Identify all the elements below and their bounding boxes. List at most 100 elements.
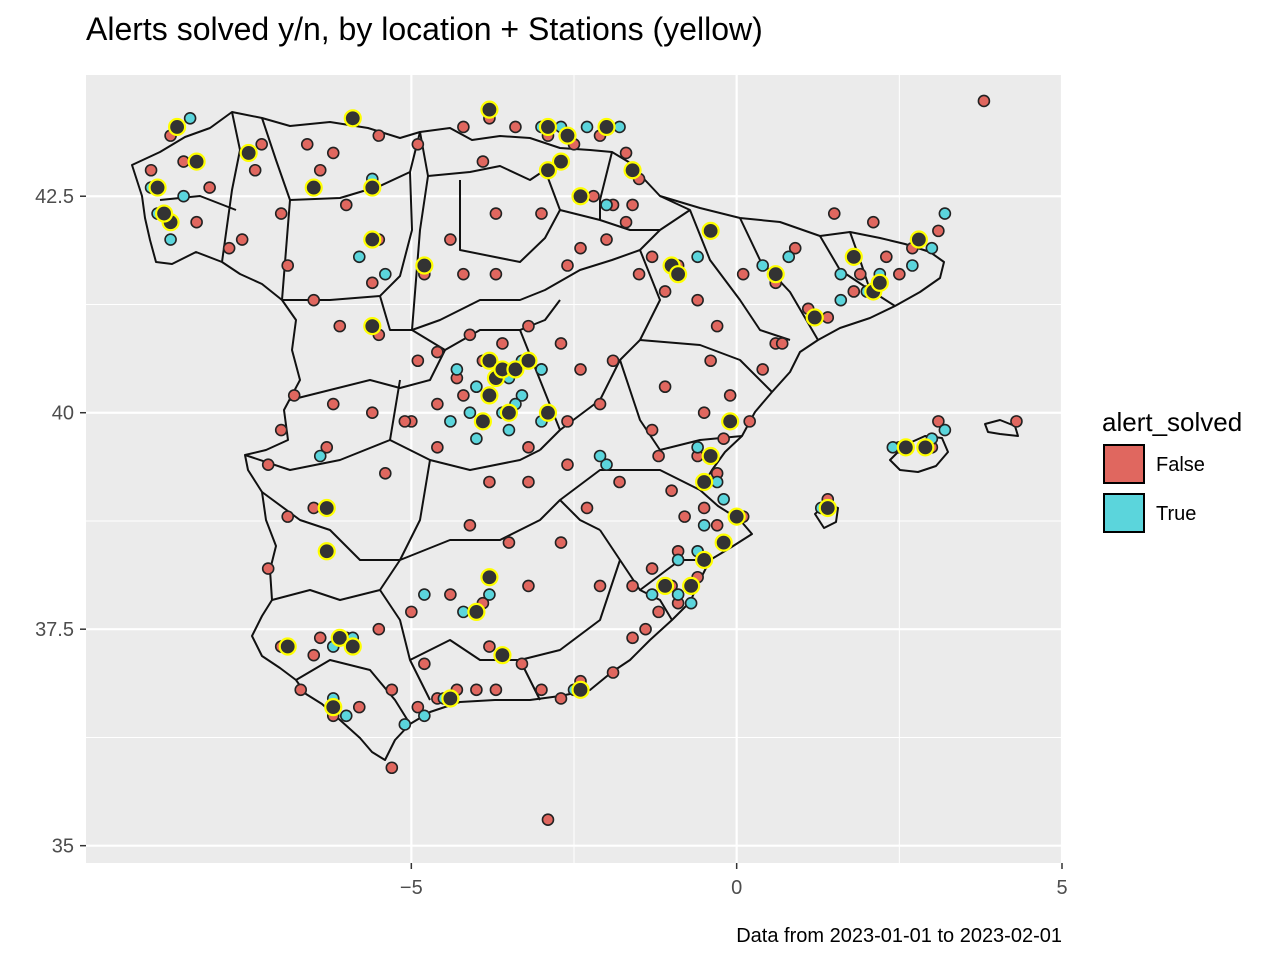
station-point [330,628,349,647]
data-point-false [235,233,249,246]
station-point [343,109,362,128]
data-point-false [665,484,678,497]
data-point-false [509,120,522,134]
station-point [167,117,187,137]
spain-province-boundaries [131,111,1019,761]
station-point [551,152,571,171]
data-point-false [489,683,503,697]
data-point-false [697,501,711,515]
province-line [271,559,401,601]
province-line [379,131,429,331]
province-line [659,195,791,341]
data-point-false [431,345,444,359]
station-point [695,472,714,492]
data-point-true [177,189,190,203]
data-point-false [522,319,535,333]
data-point-true [470,432,483,445]
data-point-false [483,640,496,653]
y-tick-label: 40 [52,403,74,425]
province-line [399,499,601,561]
legend-key-false [1103,444,1145,484]
data-point-false [274,207,288,220]
station-point [499,403,519,422]
data-point-false [658,285,672,298]
data-point-false [645,562,659,575]
data-point-false [398,415,412,428]
data-point-false [307,648,321,662]
station-point [480,386,499,405]
data-point-false [457,389,470,402]
station-point [343,637,362,656]
data-point-true [463,406,477,420]
station-point [538,161,558,180]
data-point-false [827,207,841,220]
data-point-false [561,415,574,428]
data-point-true [352,250,366,264]
data-point-false [177,155,190,168]
station-point [896,438,915,457]
station-point [480,568,499,587]
province-line [295,659,411,725]
station-point [363,317,382,336]
station-point [154,204,174,223]
station-point [278,637,297,656]
major-gridlines [86,75,1064,863]
data-point-false [561,458,574,471]
data-point-true [593,449,607,463]
data-point-false [444,233,457,246]
station-point [623,161,642,180]
y-axis: 35 37.5 40 42.5 [35,186,86,858]
x-tick-label: −5 [400,877,423,899]
data-point-false [144,163,158,177]
data-point-false [515,657,529,671]
data-point-false [522,475,535,489]
data-point-false [626,198,639,212]
province-line [619,249,661,361]
data-point-true [671,588,685,601]
data-point-false [639,622,652,636]
province-line [459,169,561,263]
data-point-false [300,137,314,151]
x-tick-label: 5 [1056,877,1067,899]
province-line [399,459,431,561]
data-point-false [867,215,880,229]
data-point-true [756,259,769,272]
data-point-false [932,224,945,238]
data-point-false [313,631,327,645]
x-tick-label: 0 [731,877,742,899]
data-point-true [450,363,464,376]
station-point [239,143,258,163]
station-point [363,230,382,249]
data-point-false [697,406,711,420]
station-point [844,247,863,266]
data-point-true [691,250,704,264]
data-point-false [255,137,268,151]
data-point-false [658,380,672,394]
data-point-false [606,354,620,368]
legend-label-true: True [1156,503,1196,525]
data-point-false [372,622,386,636]
data-point-false [600,233,613,246]
data-point-true [691,441,704,454]
station-point [727,507,746,526]
data-point-true [613,120,626,134]
data-point-true [645,588,659,601]
station-point [805,308,824,327]
y-tick-label: 35 [52,836,74,858]
legend-label-false: False [1156,454,1205,476]
station-point [538,403,558,422]
station-point [721,412,740,431]
data-point-false [281,510,295,523]
legend: alert_solved False True [1102,407,1242,533]
data-point-false [496,337,509,350]
data-point-false [775,337,789,350]
data-point-true [938,207,952,220]
province-line [379,589,431,701]
data-point-false [691,293,704,307]
station-point [870,273,889,292]
data-point-false [717,432,730,445]
data-point-true [418,588,431,601]
station-point [506,360,525,379]
station-point [766,265,785,284]
data-point-false [463,518,477,532]
